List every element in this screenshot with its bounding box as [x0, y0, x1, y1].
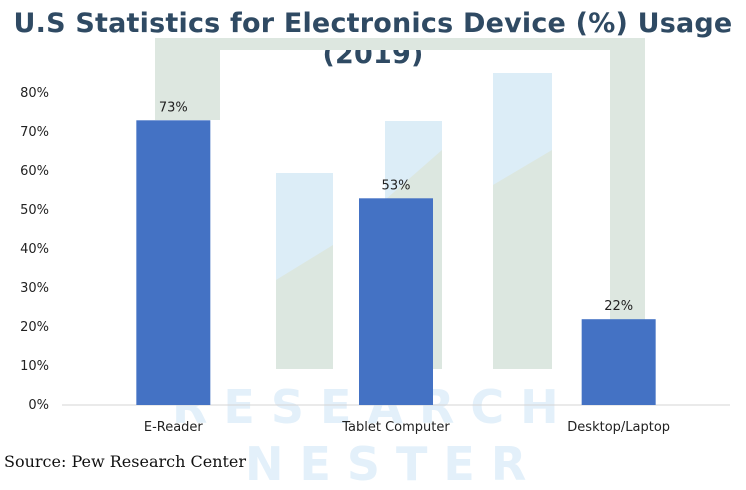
watermark-pillar-highlight: [276, 173, 333, 280]
y-tick-label: 70%: [20, 125, 49, 140]
x-category-label: Desktop/Laptop: [567, 420, 670, 435]
data-label: 73%: [159, 100, 188, 115]
data-label: 53%: [382, 178, 411, 193]
source-note: Source: Pew Research Center: [4, 452, 247, 471]
y-tick-label: 30%: [20, 281, 49, 296]
y-tick-label: 50%: [20, 203, 49, 218]
x-axis: E-Reader Tablet Computer Desktop/Laptop: [144, 420, 670, 435]
bar-desktop-laptop: [581, 319, 656, 405]
watermark-pillar-highlight: [385, 121, 442, 200]
data-label: 22%: [604, 299, 633, 314]
x-category-label: E-Reader: [144, 420, 204, 435]
y-tick-label: 10%: [20, 359, 49, 374]
bar-e-reader: [136, 120, 211, 406]
y-tick-label: 60%: [20, 164, 49, 179]
bar-tablet-computer: [359, 198, 433, 405]
watermark-pillar-highlight: [493, 73, 552, 185]
watermark-frame: [155, 38, 645, 370]
y-tick-label: 40%: [20, 242, 49, 257]
watermark-text-line2: NESTER: [245, 437, 542, 490]
y-tick-label: 80%: [20, 86, 49, 101]
y-tick-label: 0%: [28, 398, 49, 413]
x-category-label: Tablet Computer: [341, 420, 450, 435]
y-tick-label: 20%: [20, 320, 49, 335]
bar-series: 73% 53% 22%: [136, 100, 656, 406]
